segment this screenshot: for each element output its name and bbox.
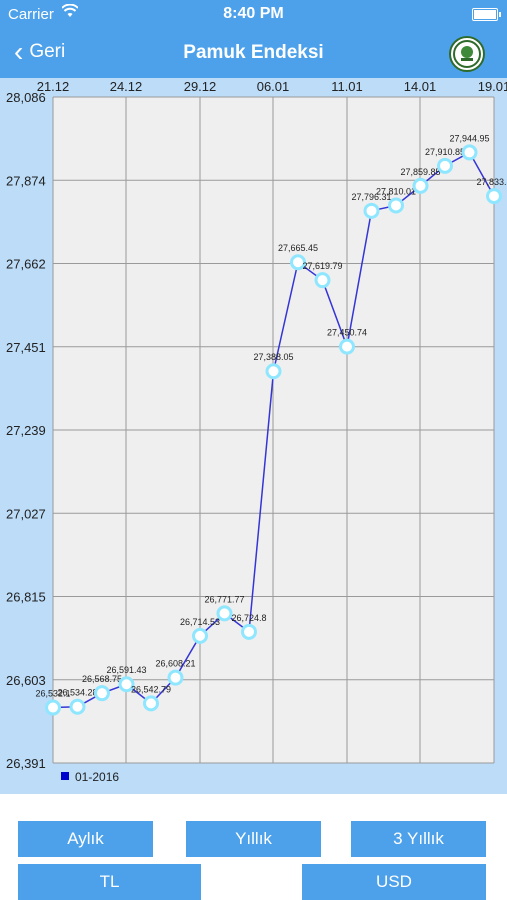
y-tick-label: 28,086 (6, 90, 46, 105)
data-label: 26,591.43 (106, 665, 146, 675)
usd-button[interactable]: USD (302, 864, 486, 900)
data-label: 26,608.21 (155, 659, 195, 669)
data-label: 26,724.8 (231, 613, 266, 623)
data-label: 26,532.1 (35, 689, 70, 699)
y-tick-label: 26,815 (6, 590, 46, 605)
data-label: 27,859.85 (400, 167, 440, 177)
data-label: 27,796.31 (351, 192, 391, 202)
y-tick-label: 27,874 (6, 173, 46, 188)
y-tick-label: 27,662 (6, 257, 46, 272)
data-point (412, 177, 429, 194)
data-point (339, 338, 355, 355)
data-label: 26,714.53 (180, 617, 220, 627)
data-point (118, 676, 135, 693)
chart-panel: 28,086 27,874 27,662 27,451 27,239 27,027 26,8… (0, 78, 507, 794)
data-label: 27,665.45 (278, 243, 318, 253)
button-panel: Aylık Yıllık 3 Yıllık TL USD (0, 794, 507, 900)
three-year-button[interactable]: 3 Yıllık (351, 821, 486, 857)
x-tick-label: 21.12 (37, 79, 70, 94)
yearly-button[interactable]: Yıllık (186, 821, 321, 857)
data-point (94, 685, 110, 702)
data-point (290, 254, 306, 271)
data-label: 26,568.75 (82, 674, 122, 684)
data-label: 26,534.28 (57, 688, 97, 698)
clock: 8:40 PM (223, 5, 284, 22)
status-bar: Carrier 8:40 PM (0, 0, 507, 30)
data-label: 27,833.8 (476, 177, 507, 187)
back-button[interactable]: ‹ Geri (14, 36, 66, 67)
x-tick-label: 29.12 (184, 79, 217, 94)
y-tick-label: 26,391 (6, 756, 46, 771)
carrier-label: Carrier (8, 6, 54, 23)
page-title: Pamuk Endeksi (183, 42, 324, 63)
data-point (314, 272, 331, 289)
legend-swatch (61, 772, 69, 780)
data-label: 27,388.05 (253, 352, 293, 362)
data-label: 27,450.74 (327, 328, 367, 338)
line-chart: 28,086 27,874 27,662 27,451 27,239 27,027 26,8… (6, 79, 507, 784)
institution-logo (449, 36, 485, 72)
chevron-left-icon: ‹ (14, 36, 24, 67)
data-point (167, 669, 184, 686)
data-point (437, 157, 453, 174)
y-tick-label: 27,451 (6, 340, 46, 355)
data-label: 27,619.79 (302, 261, 342, 271)
data-point (241, 623, 257, 640)
data-point (45, 699, 61, 716)
data-point (192, 627, 208, 644)
data-label: 26,771.77 (204, 594, 244, 604)
data-label: 27,810.01 (376, 186, 416, 196)
battery-icon (472, 8, 501, 21)
data-label: 26,542.79 (131, 684, 171, 694)
data-label: 27,910.85 (425, 147, 465, 157)
monthly-button[interactable]: Aylık (18, 821, 153, 857)
wifi-icon (61, 3, 79, 23)
data-point (265, 363, 282, 380)
y-tick-label: 27,027 (6, 506, 46, 521)
x-tick-label: 06.01 (257, 79, 290, 94)
x-tick-label: 24.12 (110, 79, 143, 94)
data-point (69, 698, 86, 715)
x-tick-label: 14.01 (404, 79, 437, 94)
data-point (388, 197, 404, 214)
y-tick-label: 26,603 (6, 673, 46, 688)
x-tick-label: 11.01 (331, 79, 363, 94)
tl-button[interactable]: TL (18, 864, 201, 900)
data-label: 27,944.95 (449, 133, 489, 143)
data-point (461, 144, 478, 161)
back-button-label: Geri (29, 41, 66, 62)
data-point (486, 188, 502, 205)
x-tick-label: 19.01 (478, 79, 507, 94)
data-point (363, 202, 380, 219)
data-point (143, 695, 159, 712)
legend-label: 01-2016 (75, 770, 119, 784)
navigation-bar: ‹ Geri Pamuk Endeksi (0, 30, 507, 78)
data-point (216, 605, 233, 622)
y-tick-label: 27,239 (6, 423, 46, 438)
